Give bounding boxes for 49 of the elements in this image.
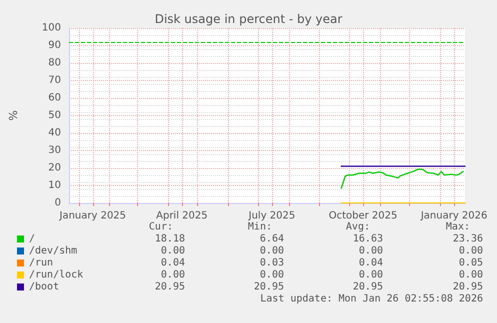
text: 0.00 bbox=[358, 270, 383, 280]
y-tick-label: 60 bbox=[48, 92, 61, 104]
text: Last update: Mon Jan 26 02:55:08 2026 bbox=[260, 294, 483, 304]
text: 0.00 bbox=[160, 270, 185, 280]
chart-title: Disk usage in percent - by year bbox=[154, 12, 342, 26]
text: 0.00 bbox=[358, 246, 383, 256]
x-tick-label: July 2025 bbox=[248, 210, 296, 222]
text: Max: bbox=[446, 222, 470, 232]
text: 6.64 bbox=[260, 234, 284, 244]
text: Cur: bbox=[148, 222, 173, 232]
y-axis-title: % bbox=[7, 110, 20, 121]
x-tick-label: January 2025 bbox=[58, 210, 126, 222]
y-tick-label: 0 bbox=[54, 198, 61, 208]
x-tick-label: October 2025 bbox=[328, 210, 398, 222]
text: 0.05 bbox=[458, 258, 483, 268]
text: 0.00 bbox=[260, 246, 284, 256]
text: 0.04 bbox=[358, 258, 383, 268]
x-tick-label: April 2025 bbox=[156, 210, 208, 222]
legend-label: /run bbox=[29, 258, 54, 268]
text: 0.00 bbox=[260, 270, 284, 280]
line-series bbox=[340, 168, 464, 189]
text: 16.63 bbox=[352, 234, 383, 244]
y-tick-label: 40 bbox=[48, 128, 61, 138]
text: 23.36 bbox=[452, 234, 483, 244]
text: Min: bbox=[248, 222, 272, 232]
legend-label: / bbox=[29, 234, 36, 244]
y-tick-label: 90 bbox=[48, 40, 61, 51]
y-tick-label: 30 bbox=[48, 145, 61, 156]
legend-label: /boot bbox=[29, 282, 60, 292]
text: Avg: bbox=[346, 222, 370, 232]
text: 20.95 bbox=[254, 282, 284, 292]
text: 0.00 bbox=[458, 270, 483, 280]
legend-label: /run/lock bbox=[29, 270, 84, 280]
text: 0.00 bbox=[458, 246, 483, 256]
x-tick-label: January 2026 bbox=[420, 210, 488, 222]
text: 0.04 bbox=[160, 258, 185, 268]
legend-label: /dev/shm bbox=[29, 246, 78, 256]
y-tick-label: 10 bbox=[48, 180, 61, 191]
y-tick-label: 20 bbox=[48, 162, 61, 174]
text: 0.00 bbox=[160, 246, 185, 256]
text: 20.95 bbox=[452, 282, 483, 292]
text: 20.95 bbox=[352, 282, 383, 292]
text: 18.18 bbox=[154, 234, 185, 244]
y-tick-label: 70 bbox=[48, 75, 61, 86]
y-tick-label: 50 bbox=[48, 110, 61, 121]
y-tick-label: 80 bbox=[48, 58, 61, 68]
text: 0.03 bbox=[260, 258, 284, 268]
y-tick-label: 100 bbox=[42, 22, 61, 34]
text: 20.95 bbox=[154, 282, 185, 292]
